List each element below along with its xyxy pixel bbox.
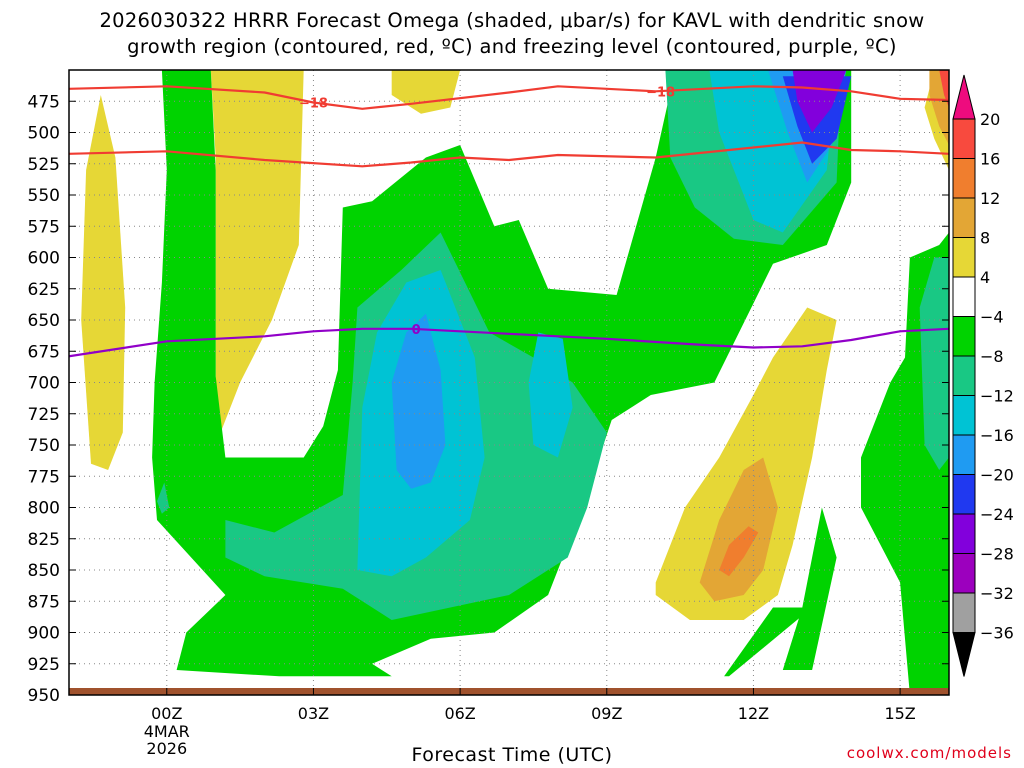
contour-label-minus18-b: −18 bbox=[646, 85, 675, 100]
omega-region-4_8-0 bbox=[81, 95, 126, 470]
y-tick-label-700: 700 bbox=[28, 374, 60, 394]
x-axis-label: Forecast Time (UTC) bbox=[411, 744, 613, 766]
colorbar-top-arrow bbox=[952, 74, 976, 120]
y-tick-label-725: 725 bbox=[28, 405, 60, 425]
y-tick-label-625: 625 bbox=[28, 280, 60, 300]
contour-dgz-minus18 bbox=[69, 85, 949, 110]
colorbar-swatch-m16_m12 bbox=[952, 395, 976, 436]
y-tick-label-600: 600 bbox=[28, 249, 60, 269]
colorbar-label-8: −16 bbox=[980, 426, 1014, 445]
y-tick-label-475: 475 bbox=[28, 92, 60, 112]
contour-dgz-minus12 bbox=[69, 141, 949, 168]
colorbar-swatch-m36_m32 bbox=[952, 592, 976, 633]
y-tick-label-525: 525 bbox=[28, 155, 60, 175]
omega-region-8_12-20 bbox=[699, 457, 778, 602]
contour-label-zero: 0 bbox=[412, 323, 421, 338]
colorbar-label-13: −36 bbox=[980, 624, 1014, 643]
y-axis: 475 500 525 550 575 600 625 650 675 700 725 750 775 8… bbox=[28, 92, 949, 706]
colorbar-swatch-12_16 bbox=[952, 158, 976, 199]
ground-terrain-strip bbox=[69, 688, 949, 695]
omega-region-4_8-2 bbox=[391, 70, 461, 114]
y-tick-label-575: 575 bbox=[28, 217, 60, 237]
y-tick-label-750: 750 bbox=[28, 436, 60, 456]
y-tick-label-850: 850 bbox=[28, 561, 60, 581]
omega-region-m12_m8-10 bbox=[919, 257, 949, 470]
contour-lines: −18 −18 0 bbox=[69, 85, 949, 358]
y-tick-label-675: 675 bbox=[28, 342, 60, 362]
chart-title-line1: 2026030322 HRRR Forecast Omega (shaded, … bbox=[99, 9, 925, 32]
colorbar-swatch-16_20 bbox=[952, 118, 976, 159]
colorbar-swatch-m20_m16 bbox=[952, 434, 976, 475]
y-tick-label-500: 500 bbox=[28, 124, 60, 144]
colorbar-label-0: 20 bbox=[980, 110, 1000, 129]
contour-label-minus18-a: −18 bbox=[299, 97, 328, 112]
source-credit: coolwx.com/models bbox=[846, 744, 1012, 762]
colorbar-label-6: −8 bbox=[980, 347, 1004, 366]
colorbar-swatch-m28_m24 bbox=[952, 513, 976, 554]
colorbar-label-9: −20 bbox=[980, 466, 1014, 485]
colorbar-swatch-m12_m8 bbox=[952, 355, 976, 396]
colorbar-label-11: −28 bbox=[980, 545, 1014, 564]
omega-region-m8_m4-6 bbox=[782, 507, 837, 670]
colorbar-label-1: 16 bbox=[980, 150, 1000, 169]
y-tick-label-800: 800 bbox=[28, 499, 60, 519]
x-tick-label-09Z: 09Z bbox=[591, 704, 622, 723]
x-tick-label-06Z: 06Z bbox=[444, 704, 475, 723]
colorbar-bottom-arrow bbox=[952, 632, 976, 677]
chart-title-line2: growth region (contoured, red, ºC) and f… bbox=[127, 35, 897, 58]
omega-region-16_20-23 bbox=[939, 70, 949, 108]
omega-shaded-field bbox=[69, 70, 949, 695]
y-tick-label-650: 650 bbox=[28, 311, 60, 331]
colorbar-label-5: −4 bbox=[980, 308, 1004, 327]
colorbar-label-7: −12 bbox=[980, 387, 1014, 406]
y-tick-label-775: 775 bbox=[28, 467, 60, 487]
omega-region-m12_m8-11 bbox=[157, 482, 170, 514]
y-tick-label-825: 825 bbox=[28, 530, 60, 550]
y-tick-label-875: 875 bbox=[28, 592, 60, 612]
omega-region-m20_m16-15 bbox=[391, 313, 446, 489]
colorbar-label-3: 8 bbox=[980, 229, 990, 248]
y-tick-label-925: 925 bbox=[28, 655, 60, 675]
colorbar-swatch-m24_m20 bbox=[952, 474, 976, 515]
x-date-label-0: 4MAR bbox=[144, 722, 190, 741]
x-tick-label-03Z: 03Z bbox=[298, 704, 329, 723]
colorbar-swatch-m4_4 bbox=[952, 276, 976, 317]
colorbar-swatch-m32_m28 bbox=[952, 553, 976, 594]
omega-region-4_8-19 bbox=[655, 307, 837, 620]
y-tick-label-900: 900 bbox=[28, 624, 60, 644]
omega-region-4_8-1 bbox=[210, 70, 304, 433]
x-tick-label-12Z: 12Z bbox=[738, 704, 769, 723]
colorbar-swatch-8_12 bbox=[952, 197, 976, 238]
omega-region-m8_m4-5 bbox=[724, 607, 813, 677]
y-tick-label-950: 950 bbox=[28, 686, 60, 706]
colorbar-label-12: −32 bbox=[980, 584, 1014, 603]
x-tick-label-00Z: 00Z bbox=[151, 704, 182, 723]
x-date-label-1: 2026 bbox=[146, 739, 187, 758]
y-tick-label-550: 550 bbox=[28, 186, 60, 206]
colorbar-swatch-4_8 bbox=[952, 237, 976, 278]
gridlines bbox=[69, 70, 949, 696]
colorbar: 20 16 12 8 4 −4 −8 −12 −16 −20 −24 −28 −32 −36 bbox=[952, 74, 1014, 677]
colorbar-label-4: 4 bbox=[980, 268, 990, 287]
contour-freezing-level bbox=[69, 327, 949, 358]
x-tick-label-15Z: 15Z bbox=[884, 704, 915, 723]
omega-region-m16_m12-13 bbox=[528, 332, 573, 458]
colorbar-label-10: −24 bbox=[980, 505, 1014, 524]
colorbar-swatch-m8_m4 bbox=[952, 316, 976, 357]
omega-region-12_16-21 bbox=[719, 526, 759, 577]
colorbar-label-2: 12 bbox=[980, 189, 1000, 208]
